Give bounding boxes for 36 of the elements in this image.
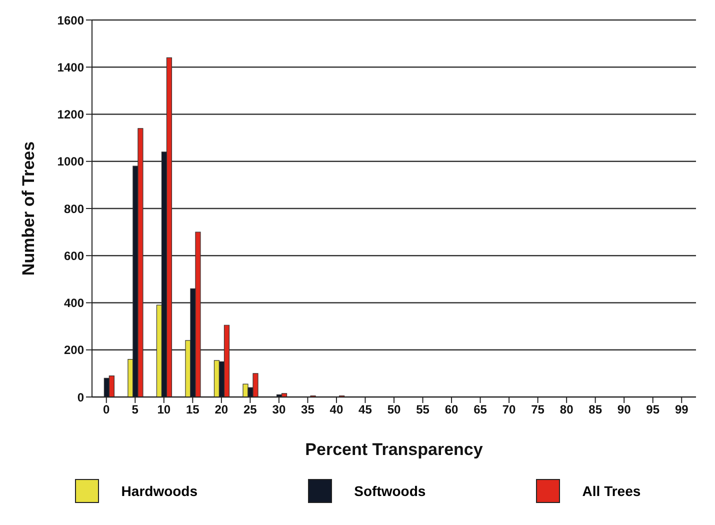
x-tick-label: 35 — [301, 402, 315, 417]
x-tick-label: 40 — [330, 402, 344, 417]
y-tick-label: 0 — [77, 390, 84, 404]
x-tick-label: 10 — [157, 402, 171, 417]
y-tick-label: 800 — [64, 202, 84, 216]
y-tick-label: 600 — [64, 248, 84, 263]
x-tick-label: 5 — [132, 402, 139, 417]
y-tick-label: 1400 — [57, 60, 84, 74]
x-tick-label: 30 — [272, 402, 286, 417]
x-tick-label: 99 — [674, 402, 689, 417]
legend-label: All Trees — [582, 483, 641, 499]
x-tick-label: 60 — [444, 402, 459, 417]
x-tick-label: 15 — [186, 402, 200, 417]
y-tick-label: 1000 — [57, 154, 84, 169]
y-tick-label: 1600 — [57, 13, 84, 28]
legend-label: Hardwoods — [121, 483, 198, 499]
y-tick-label: 200 — [64, 343, 84, 358]
bar — [242, 384, 248, 397]
x-tick-label: 45 — [358, 402, 372, 417]
x-tick-label: 85 — [588, 402, 602, 417]
y-axis-title: Number of Trees — [19, 141, 38, 276]
x-tick-label: 70 — [502, 402, 516, 417]
x-tick-label: 25 — [244, 402, 258, 417]
y-tick-label: 1200 — [57, 108, 84, 122]
legend-label: Softwoods — [354, 483, 426, 499]
x-tick-label: 75 — [531, 402, 545, 417]
x-axis-title: Percent Transparency — [305, 440, 484, 459]
x-tick-label: 20 — [214, 402, 228, 417]
x-tick-label: 50 — [387, 402, 401, 417]
y-tick-label: 400 — [64, 296, 84, 310]
x-tick-label: 65 — [474, 402, 488, 417]
x-tick-label: 0 — [103, 402, 110, 417]
x-tick-label: 90 — [617, 402, 632, 417]
x-tick-label: 80 — [560, 402, 574, 417]
x-tick-label: 95 — [646, 402, 660, 417]
x-tick-label: 55 — [416, 402, 430, 417]
